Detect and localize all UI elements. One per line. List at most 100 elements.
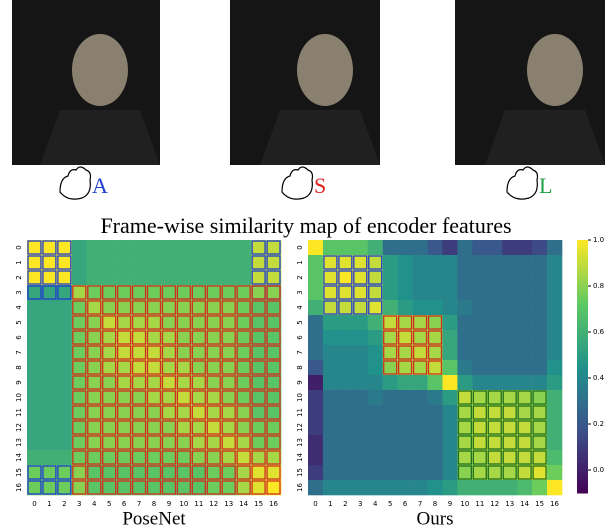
heatmap-cell (27, 315, 42, 330)
heatmap-cell (442, 255, 457, 270)
heatmap-cell (442, 375, 457, 390)
heatmap-cell (517, 360, 532, 375)
heatmap-cell (72, 345, 87, 360)
heatmap-cell (368, 405, 383, 420)
heatmap-cell (266, 450, 281, 465)
heatmap-cell (308, 285, 323, 300)
heatmap-cell (472, 255, 487, 270)
heatmap-cell (428, 420, 443, 435)
heatmap-cell (57, 420, 72, 435)
x-tick-label: 5 (107, 500, 111, 508)
heatmap-cell (176, 450, 191, 465)
heatmap-cell (221, 375, 236, 390)
heatmap-cell (338, 480, 353, 495)
heatmap-cell (42, 405, 57, 420)
heatmap-cell (502, 285, 517, 300)
chart-title: Ours (417, 508, 454, 529)
heatmap-cell (413, 450, 428, 465)
heatmap-cell (221, 450, 236, 465)
heatmap-cell (487, 465, 502, 480)
heatmap-cell (176, 255, 191, 270)
heatmap-cell (472, 360, 487, 375)
heatmap-cell (502, 240, 517, 255)
heatmap-cell (27, 270, 42, 285)
heatmap-cell (308, 270, 323, 285)
heatmap-cell (191, 300, 206, 315)
heatmap-cell (413, 360, 428, 375)
x-tick-label: 7 (418, 500, 422, 508)
heatmap-cell (323, 285, 338, 300)
heatmap-cell (102, 450, 117, 465)
heatmap-cell (398, 315, 413, 330)
heatmap-cell (383, 390, 398, 405)
heatmap-cell (221, 420, 236, 435)
heatmap-cell (442, 390, 457, 405)
heatmap-cell (547, 465, 562, 480)
heatmap-cell (236, 240, 251, 255)
heatmap-cell (206, 420, 221, 435)
heatmap-cell (102, 390, 117, 405)
heatmap-cell (428, 315, 443, 330)
heatmap-cell (161, 270, 176, 285)
heatmap-cell (517, 405, 532, 420)
heatmap-cell (413, 435, 428, 450)
heatmap-cell (428, 405, 443, 420)
sign-label: A (92, 173, 108, 198)
heatmap-cell (266, 435, 281, 450)
heatmap-cell (532, 255, 547, 270)
heatmap-cell (457, 390, 472, 405)
heatmap-cell (176, 300, 191, 315)
heatmap-cell (117, 390, 132, 405)
heatmap-cell (161, 480, 176, 495)
heatmap-cell (413, 390, 428, 405)
heatmap-cell (161, 300, 176, 315)
heatmap-cell (383, 300, 398, 315)
heatmap-cell (176, 420, 191, 435)
x-tick-label: 8 (433, 500, 437, 508)
heatmap-cell (236, 345, 251, 360)
heatmap-cell (532, 285, 547, 300)
x-tick-label: 16 (269, 500, 278, 508)
heatmap-cell (176, 330, 191, 345)
heatmap-cell (502, 360, 517, 375)
heatmap-cell (442, 360, 457, 375)
heatmap-cell (87, 315, 102, 330)
heatmap-cell (236, 420, 251, 435)
heatmap-cell (57, 255, 72, 270)
heatmap-cell (236, 450, 251, 465)
heatmap-cell (428, 240, 443, 255)
y-tick-label: 16 (15, 483, 23, 492)
heatmap-cell (517, 420, 532, 435)
heatmap-cell (398, 390, 413, 405)
heatmap-cell (472, 420, 487, 435)
heatmap-cell (57, 345, 72, 360)
heatmap-cell (266, 300, 281, 315)
heatmap-cell (117, 345, 132, 360)
heatmap-cell (117, 240, 132, 255)
heatmap-cell (368, 270, 383, 285)
heatmap-cell (191, 255, 206, 270)
heatmap-cell (323, 330, 338, 345)
heatmap-cell (251, 405, 266, 420)
heatmap-cell (532, 435, 547, 450)
heatmap-cell (472, 330, 487, 345)
heatmap-cell (353, 465, 368, 480)
heatmap-cell (442, 465, 457, 480)
y-tick-label: 7 (296, 350, 304, 354)
heatmap-cell (517, 255, 532, 270)
heatmap-cell (442, 435, 457, 450)
heatmap-cell (472, 465, 487, 480)
heatmap-cell (102, 420, 117, 435)
heatmap-cell (353, 480, 368, 495)
heatmap-cell (338, 255, 353, 270)
y-tick-label: 5 (296, 320, 304, 324)
x-tick-label: 13 (505, 500, 514, 508)
heatmap-cell (547, 420, 562, 435)
x-tick-label: 10 (179, 500, 188, 508)
heatmap-cell (236, 435, 251, 450)
heatmap-cell (87, 375, 102, 390)
heatmap-cell (117, 315, 132, 330)
heatmap-cell (206, 390, 221, 405)
heatmap-cell (383, 480, 398, 495)
heatmap-cell (517, 300, 532, 315)
